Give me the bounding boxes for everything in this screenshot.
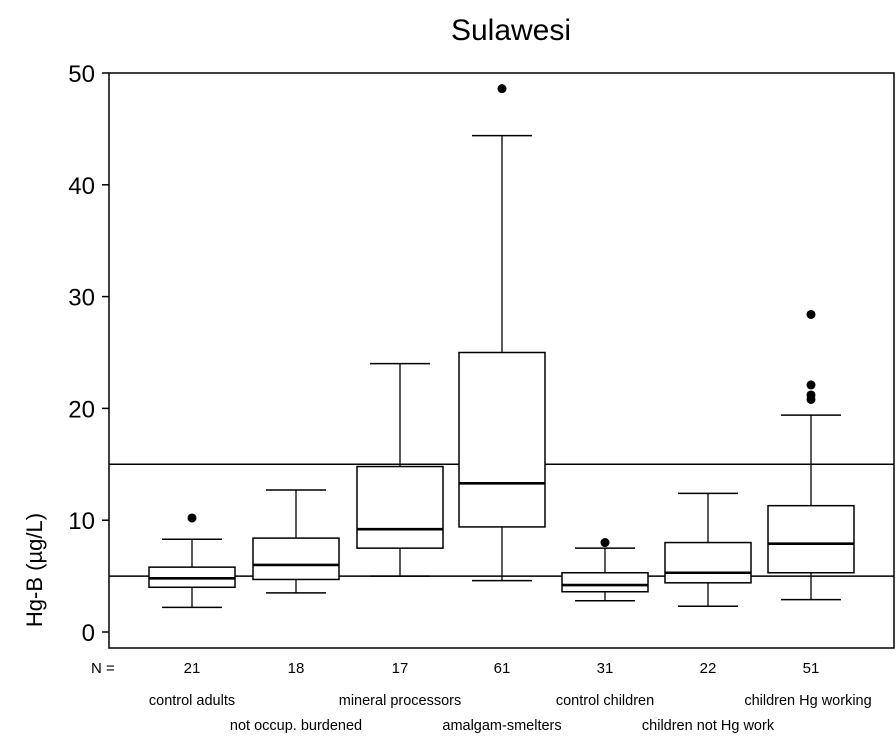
count-label: 31 bbox=[597, 660, 614, 677]
chart-title: Sulawesi bbox=[451, 14, 571, 47]
y-tick-label: 40 bbox=[68, 173, 95, 200]
box-2 bbox=[357, 364, 443, 576]
box-1 bbox=[253, 490, 339, 593]
box-3 bbox=[459, 84, 545, 580]
outlier-point bbox=[498, 84, 507, 93]
box-5 bbox=[665, 493, 751, 606]
box-0 bbox=[149, 513, 235, 607]
y-tick-label: 10 bbox=[68, 508, 95, 535]
outlier-point bbox=[188, 513, 197, 522]
count-label: 22 bbox=[700, 660, 717, 677]
category-label: not occup. burdened bbox=[230, 718, 362, 734]
count-label: 17 bbox=[392, 660, 409, 677]
category-label: children not Hg work bbox=[642, 718, 775, 734]
box-iqr bbox=[253, 538, 339, 579]
y-tick-label: 0 bbox=[82, 620, 95, 647]
outlier-point bbox=[807, 390, 816, 399]
category-label: mineral processors bbox=[339, 693, 462, 709]
y-axis-label: Hg-B (µg/L) bbox=[22, 513, 47, 627]
box-iqr bbox=[562, 573, 648, 592]
category-label: control adults bbox=[149, 693, 235, 709]
n-label: N = bbox=[91, 660, 115, 677]
outlier-point bbox=[807, 380, 816, 389]
box-iqr bbox=[665, 543, 751, 583]
category-label: control children bbox=[556, 693, 654, 709]
count-label: 21 bbox=[184, 660, 201, 677]
box-iqr bbox=[768, 506, 854, 573]
box-iqr bbox=[357, 467, 443, 549]
outlier-point bbox=[807, 310, 816, 319]
box-iqr bbox=[459, 353, 545, 527]
y-tick-label: 30 bbox=[68, 285, 95, 312]
box-4 bbox=[562, 538, 648, 601]
outlier-point bbox=[601, 538, 610, 547]
box-6 bbox=[768, 310, 854, 600]
count-label: 51 bbox=[803, 660, 820, 677]
y-tick-label: 20 bbox=[68, 396, 95, 423]
y-ticks-layer: 0 10 20 30 40 50 bbox=[68, 61, 109, 647]
count-label: 18 bbox=[288, 660, 305, 677]
category-label: children Hg working bbox=[744, 693, 871, 709]
category-label: amalgam-smelters bbox=[442, 718, 561, 734]
x-labels-layer: 21 18 17 61 31 22 51 control adults not occup. b… bbox=[149, 660, 872, 734]
boxes-layer bbox=[149, 84, 854, 607]
y-tick-label: 50 bbox=[68, 61, 95, 88]
count-label: 61 bbox=[494, 660, 511, 677]
